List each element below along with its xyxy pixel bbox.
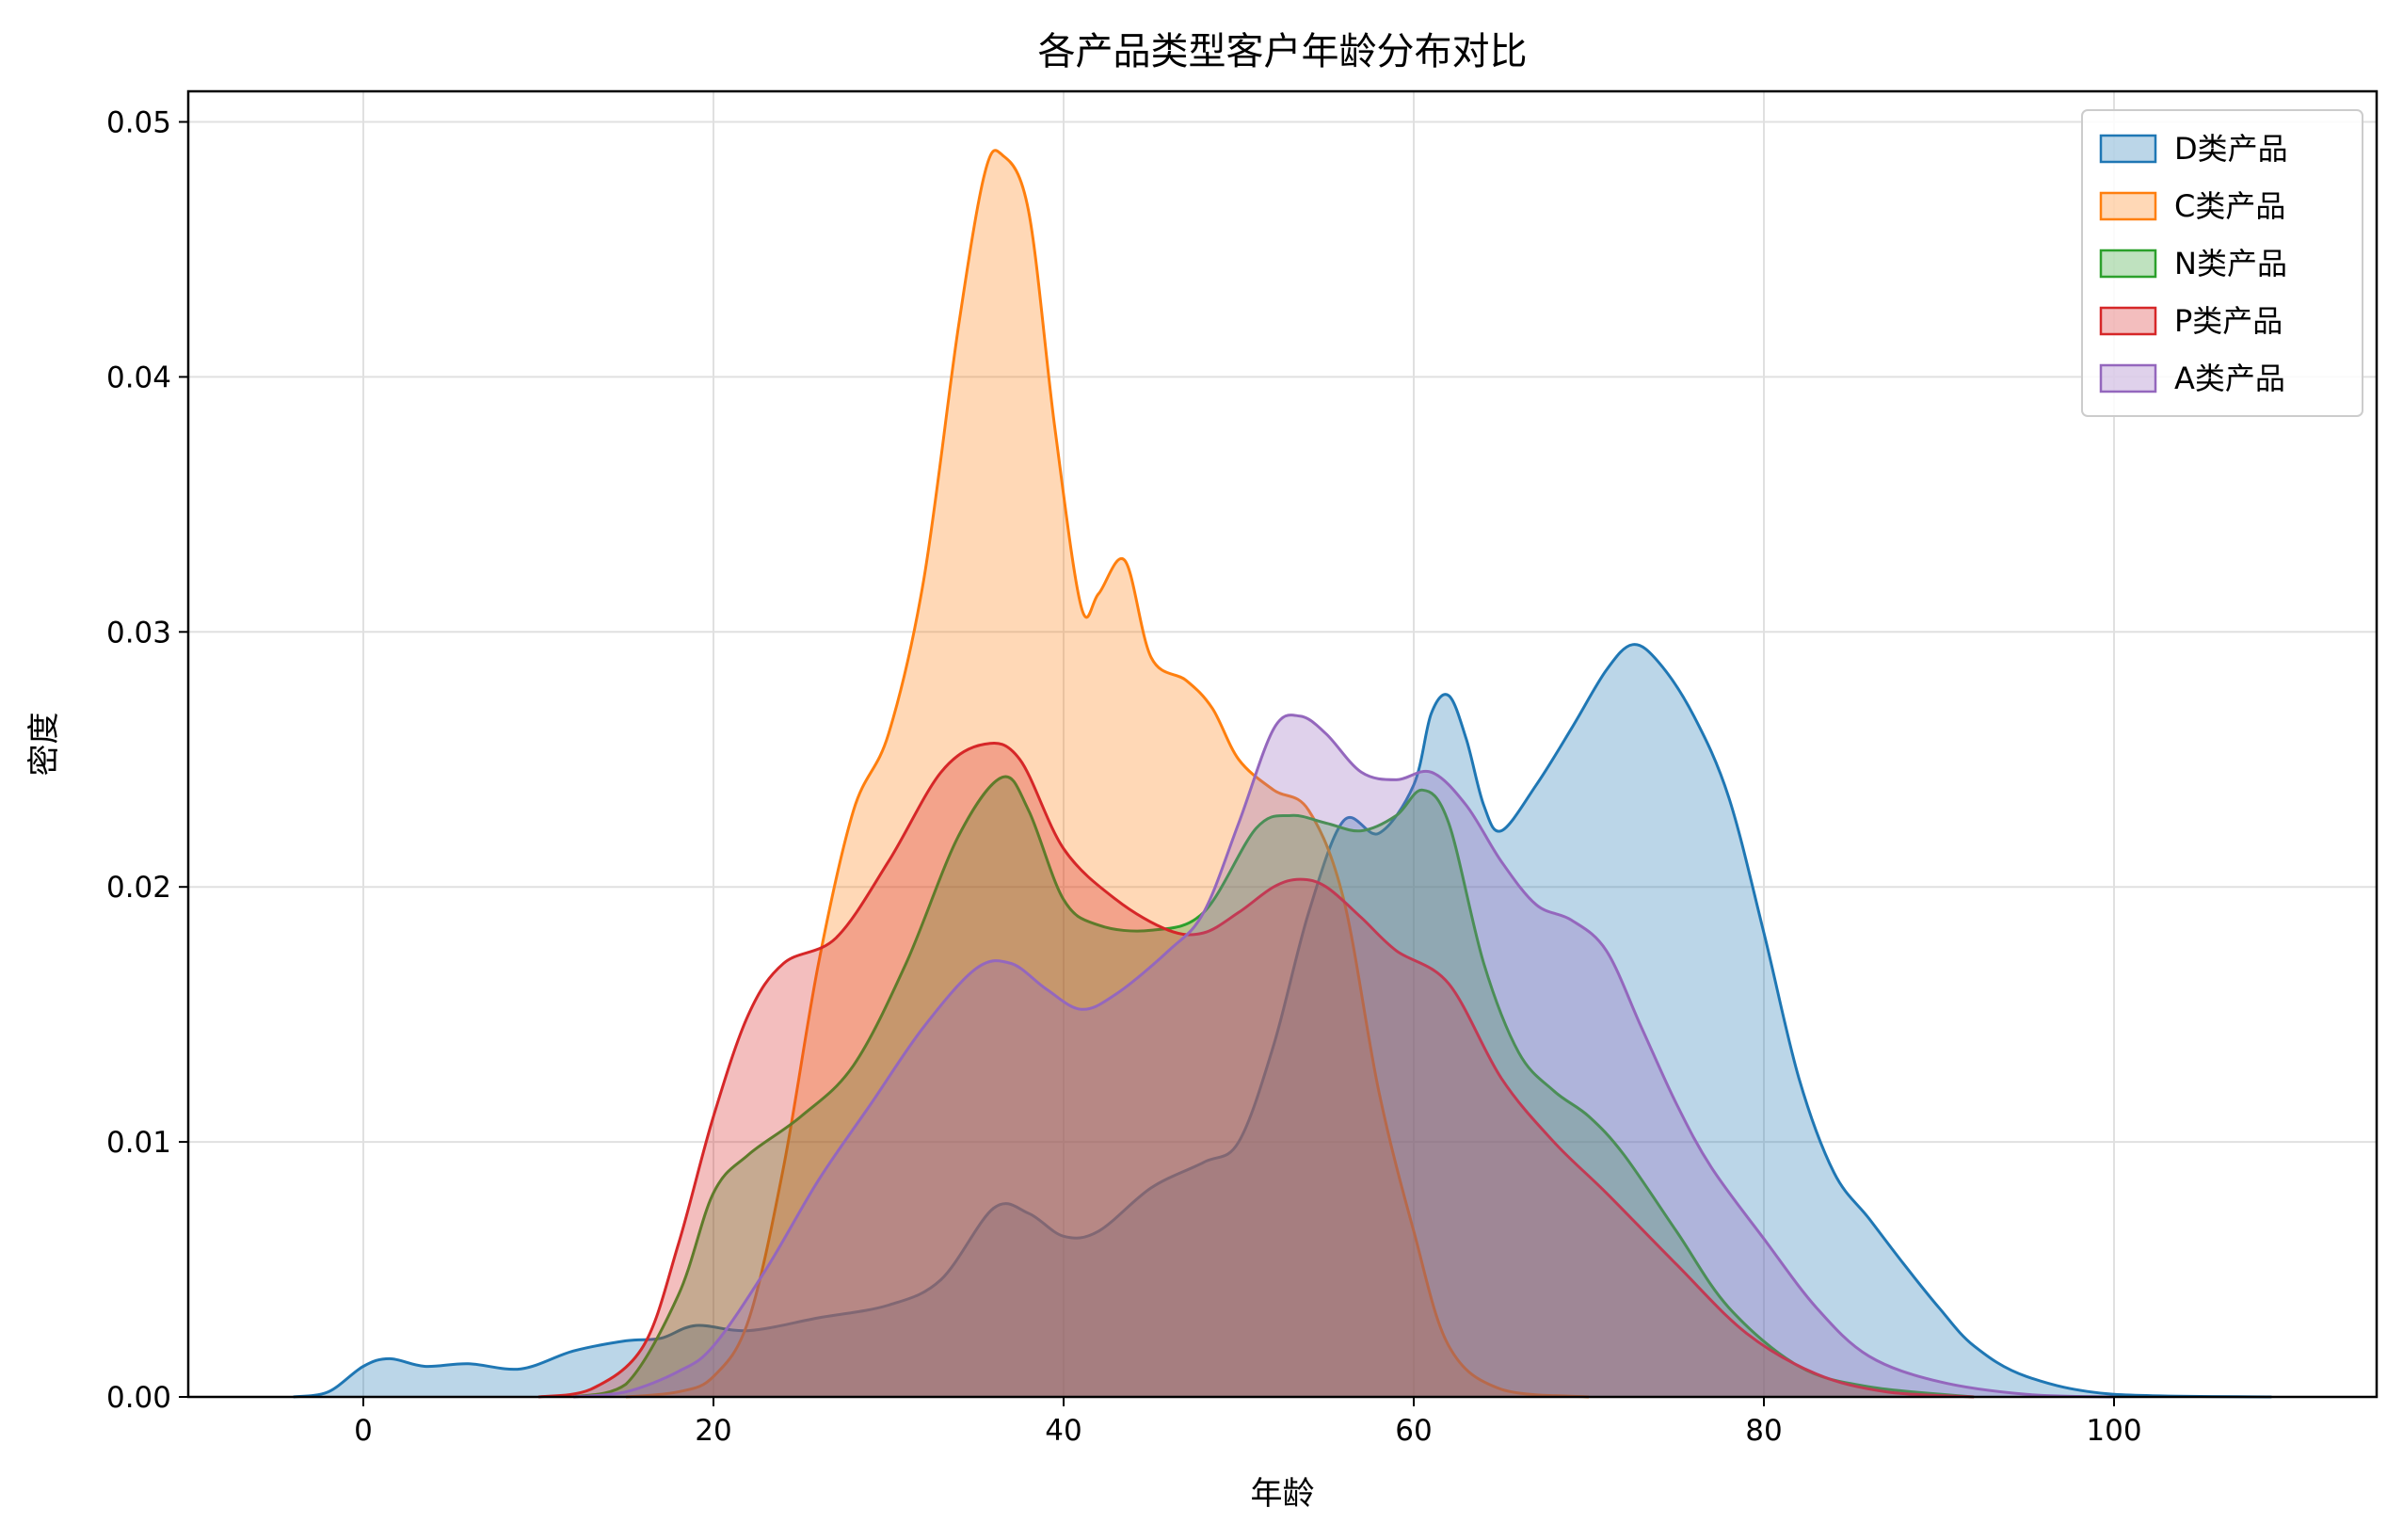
y-tick-label: 0.03 — [106, 616, 171, 650]
density-areas — [293, 149, 2272, 1399]
legend-label: D类产品 — [2174, 131, 2288, 167]
y-axis-ticks: 0.00 0.01 0.02 0.03 0.04 0.05 — [106, 106, 188, 1415]
x-tick-label: 60 — [1395, 1414, 1432, 1448]
area-line-series-4 — [573, 714, 2115, 1399]
area-line-series-3 — [537, 741, 1975, 1399]
x-axis-label: 年龄 — [1251, 1475, 1315, 1513]
legend-label: N类产品 — [2174, 246, 2287, 281]
plot-frame — [186, 89, 2379, 1399]
legend-swatch — [2099, 191, 2157, 221]
x-tick-label: 80 — [1745, 1414, 1782, 1448]
legend-swatch — [2099, 363, 2157, 393]
area-fill-series-2 — [573, 777, 1975, 1397]
legend-swatch — [2099, 249, 2157, 279]
area-fill-series-0 — [293, 644, 2272, 1397]
x-tick-label: 0 — [354, 1414, 373, 1448]
legend-label: A类产品 — [2174, 361, 2285, 396]
x-tick-label: 100 — [2086, 1414, 2141, 1448]
legend-swatch — [2099, 306, 2157, 336]
y-tick-label: 0.01 — [106, 1126, 171, 1160]
area-fill-series-1 — [626, 150, 1589, 1397]
legend: D类产品 C类产品 N类产品 P类产品 A类产品 — [2081, 109, 2363, 417]
legend-label: C类产品 — [2174, 188, 2285, 224]
area-line-series-1 — [625, 149, 1590, 1399]
area-fill-series-4 — [573, 714, 2115, 1397]
y-tick-label: 0.05 — [106, 106, 171, 140]
legend-label: P类产品 — [2174, 303, 2283, 339]
y-tick-label: 0.02 — [106, 871, 171, 905]
x-tick-label: 40 — [1045, 1414, 1081, 1448]
x-tick-label: 20 — [695, 1414, 731, 1448]
chart-title: 各产品类型客户年龄分布对比 — [1038, 30, 1528, 73]
y-axis-label: 密度 — [25, 713, 63, 777]
y-tick-label: 0.04 — [106, 361, 171, 394]
y-tick-label: 0.00 — [106, 1381, 171, 1415]
area-line-series-2 — [572, 775, 1975, 1399]
legend-swatch — [2099, 134, 2157, 164]
area-fill-series-3 — [538, 743, 1975, 1397]
x-axis-ticks: 0 20 40 60 80 100 — [354, 1397, 2142, 1448]
legend-box — [2081, 109, 2363, 417]
